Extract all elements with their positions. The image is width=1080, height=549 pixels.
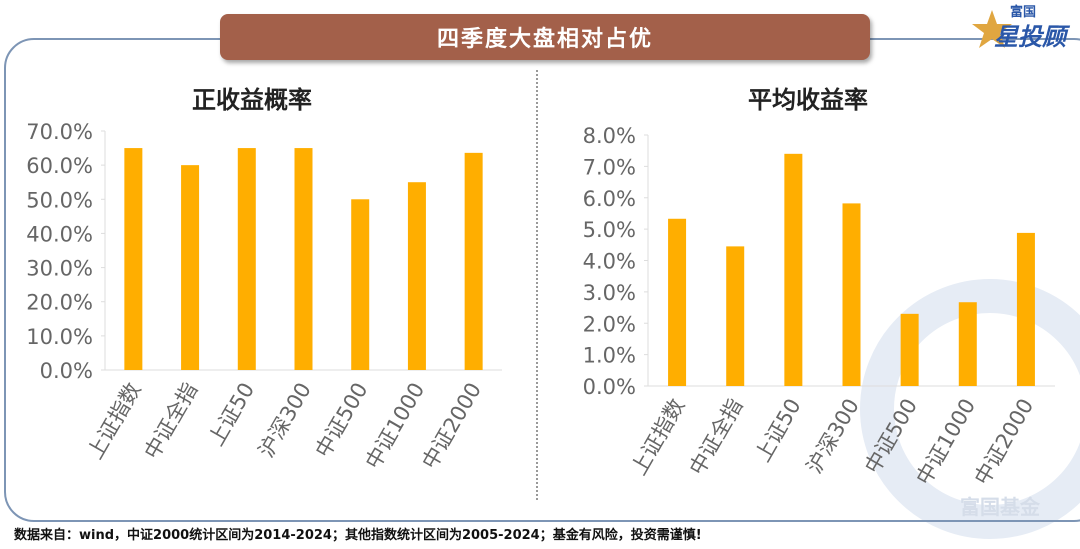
y-tick-label: 4.0%	[583, 250, 636, 274]
y-tick-label: 7.0%	[583, 155, 636, 179]
logo-main: 星投顾	[994, 23, 1066, 51]
bar	[294, 148, 313, 370]
x-tick-label: 沪深300	[802, 395, 864, 478]
y-tick-label: 30.0%	[26, 257, 93, 281]
x-tick-label: 上证50	[751, 395, 806, 467]
chart-title-right: 平均收益率	[748, 86, 868, 114]
y-tick-label: 40.0%	[26, 222, 93, 246]
y-tick-label: 50.0%	[26, 188, 93, 212]
banner-title: 四季度大盘相对占优	[220, 14, 870, 60]
chart-avg-return: 0.0% 1.0% 2.0% 3.0% 4.0% 5.0% 6.0% 7.0% 8.0% 上证指数…	[583, 124, 1055, 490]
star-icon	[972, 10, 1012, 48]
chart-positive-prob: 0.0% 10.0% 20.0% 30.0% 40.0% 50.0% 60.0% 70.0% 上…	[26, 120, 502, 473]
bar	[842, 203, 861, 386]
y-tick-label: 70.0%	[26, 120, 93, 144]
y-tick-label: 0.0%	[583, 375, 636, 399]
x-tick-label: 沪深300	[254, 379, 316, 462]
y-tick-label: 20.0%	[26, 291, 93, 315]
y-tick-label: 60.0%	[26, 154, 93, 178]
y-tick-label: 1.0%	[583, 344, 636, 368]
y-tick-label: 3.0%	[583, 281, 636, 305]
bar	[407, 182, 426, 370]
bar	[237, 148, 256, 370]
divider	[536, 70, 538, 500]
bar	[464, 152, 483, 370]
x-tick-label: 中证全指	[140, 379, 203, 464]
x-tick-label: 中证500	[311, 379, 373, 462]
footer-note: 数据来自：wind，中证2000统计区间为2014-2024；其他指数统计区间为…	[14, 528, 702, 543]
x-tick-label: 上证指数	[627, 395, 690, 480]
bar	[1016, 232, 1035, 386]
bar	[784, 153, 803, 386]
bar	[726, 246, 745, 386]
x-tick-label: 中证全指	[685, 395, 748, 480]
x-tick-label: 中证1000	[912, 395, 981, 490]
watermark-text: 富国基金	[960, 495, 1040, 519]
y-tick-label: 6.0%	[583, 187, 636, 211]
logo-top: 富国	[1010, 5, 1037, 20]
bar	[351, 199, 370, 370]
bar	[181, 165, 200, 370]
bar	[900, 313, 919, 386]
x-tick-label: 上证50	[204, 379, 259, 451]
y-tick-label: 5.0%	[583, 218, 636, 242]
y-tick-label: 10.0%	[26, 325, 93, 349]
x-tick-label: 中证500	[860, 395, 922, 478]
bar	[668, 218, 687, 386]
x-tick-label: 中证2000	[970, 395, 1039, 490]
y-tick-label: 0.0%	[40, 359, 93, 383]
y-tick-label: 8.0%	[583, 124, 636, 148]
logo: 富国 星投顾	[970, 4, 1080, 54]
y-tick-label: 2.0%	[583, 312, 636, 336]
bar	[958, 302, 977, 386]
x-tick-label: 上证指数	[83, 379, 146, 464]
chart-title-left: 正收益概率	[192, 86, 312, 114]
bar	[124, 148, 143, 370]
